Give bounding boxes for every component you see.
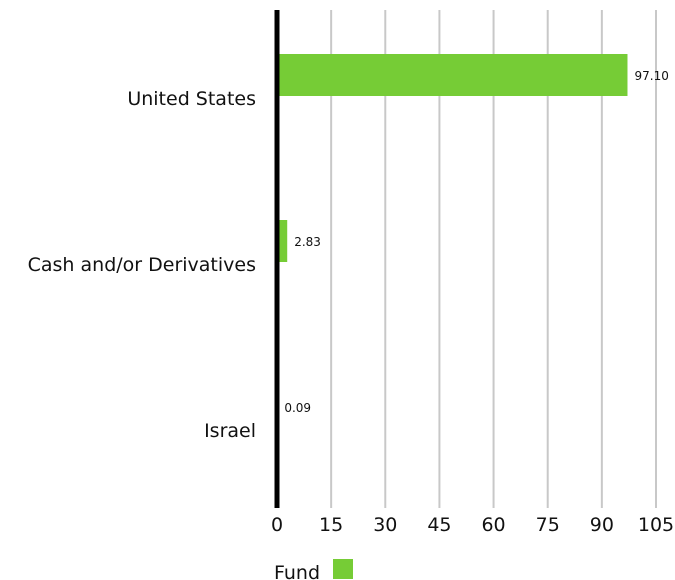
x-tick-label-75: 75 bbox=[536, 514, 560, 536]
bar-cash-and-or-derivatives bbox=[277, 220, 288, 262]
x-tick-label-15: 15 bbox=[319, 514, 343, 536]
x-tick-label-45: 45 bbox=[427, 514, 451, 536]
legend-label: Fund bbox=[274, 562, 320, 580]
x-tick-label-0: 0 bbox=[271, 514, 283, 536]
legend: Fund bbox=[274, 559, 353, 580]
bar-layer bbox=[277, 54, 628, 428]
x-tick-label-60: 60 bbox=[481, 514, 505, 536]
category-label-united-states: United States bbox=[127, 88, 256, 110]
bar-united-states bbox=[277, 54, 628, 96]
x-tick-label-90: 90 bbox=[590, 514, 614, 536]
label-layer: 0 15 30 45 60 75 90 105 United States 97.10 Cash a… bbox=[28, 69, 675, 536]
category-label-israel: Israel bbox=[204, 420, 256, 442]
data-label-cash-and-or-derivatives: 2.83 bbox=[294, 235, 321, 249]
x-tick-label-105: 105 bbox=[638, 514, 674, 536]
x-tick-label-30: 30 bbox=[373, 514, 397, 536]
data-label-united-states: 97.10 bbox=[634, 69, 668, 83]
legend-swatch bbox=[333, 559, 353, 579]
data-label-israel: 0.09 bbox=[284, 401, 311, 415]
category-label-cash-and-or-derivatives: Cash and/or Derivatives bbox=[28, 254, 256, 276]
